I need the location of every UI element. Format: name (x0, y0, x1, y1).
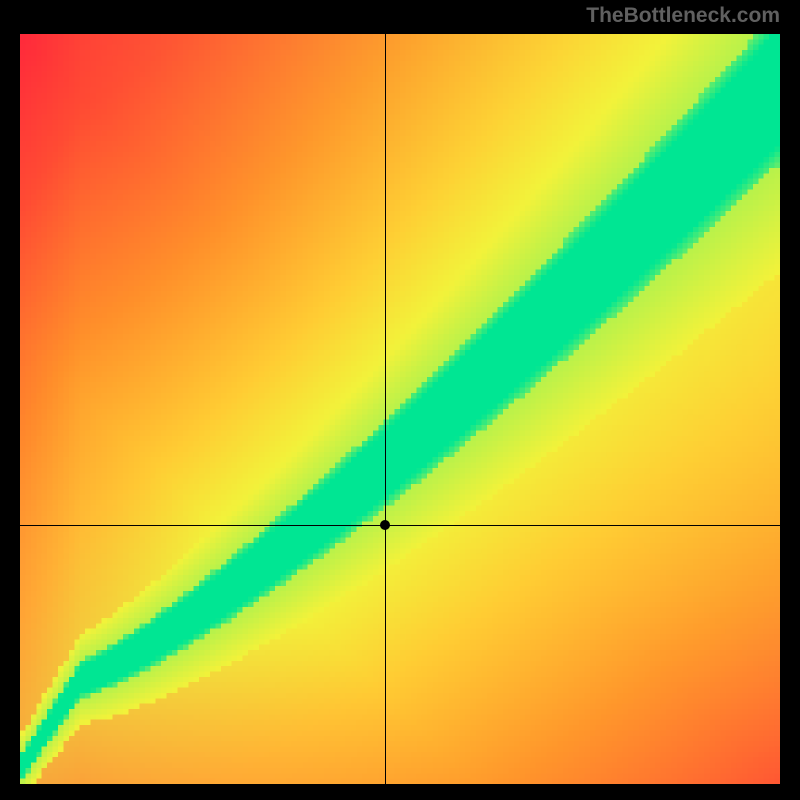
crosshair-vertical (385, 34, 386, 784)
crosshair-marker (380, 520, 390, 530)
crosshair-horizontal (20, 525, 780, 526)
chart-container: TheBottleneck.com (0, 0, 800, 800)
attribution-label: TheBottleneck.com (586, 4, 780, 28)
heatmap-plot (20, 34, 780, 784)
heatmap-canvas (20, 34, 780, 784)
